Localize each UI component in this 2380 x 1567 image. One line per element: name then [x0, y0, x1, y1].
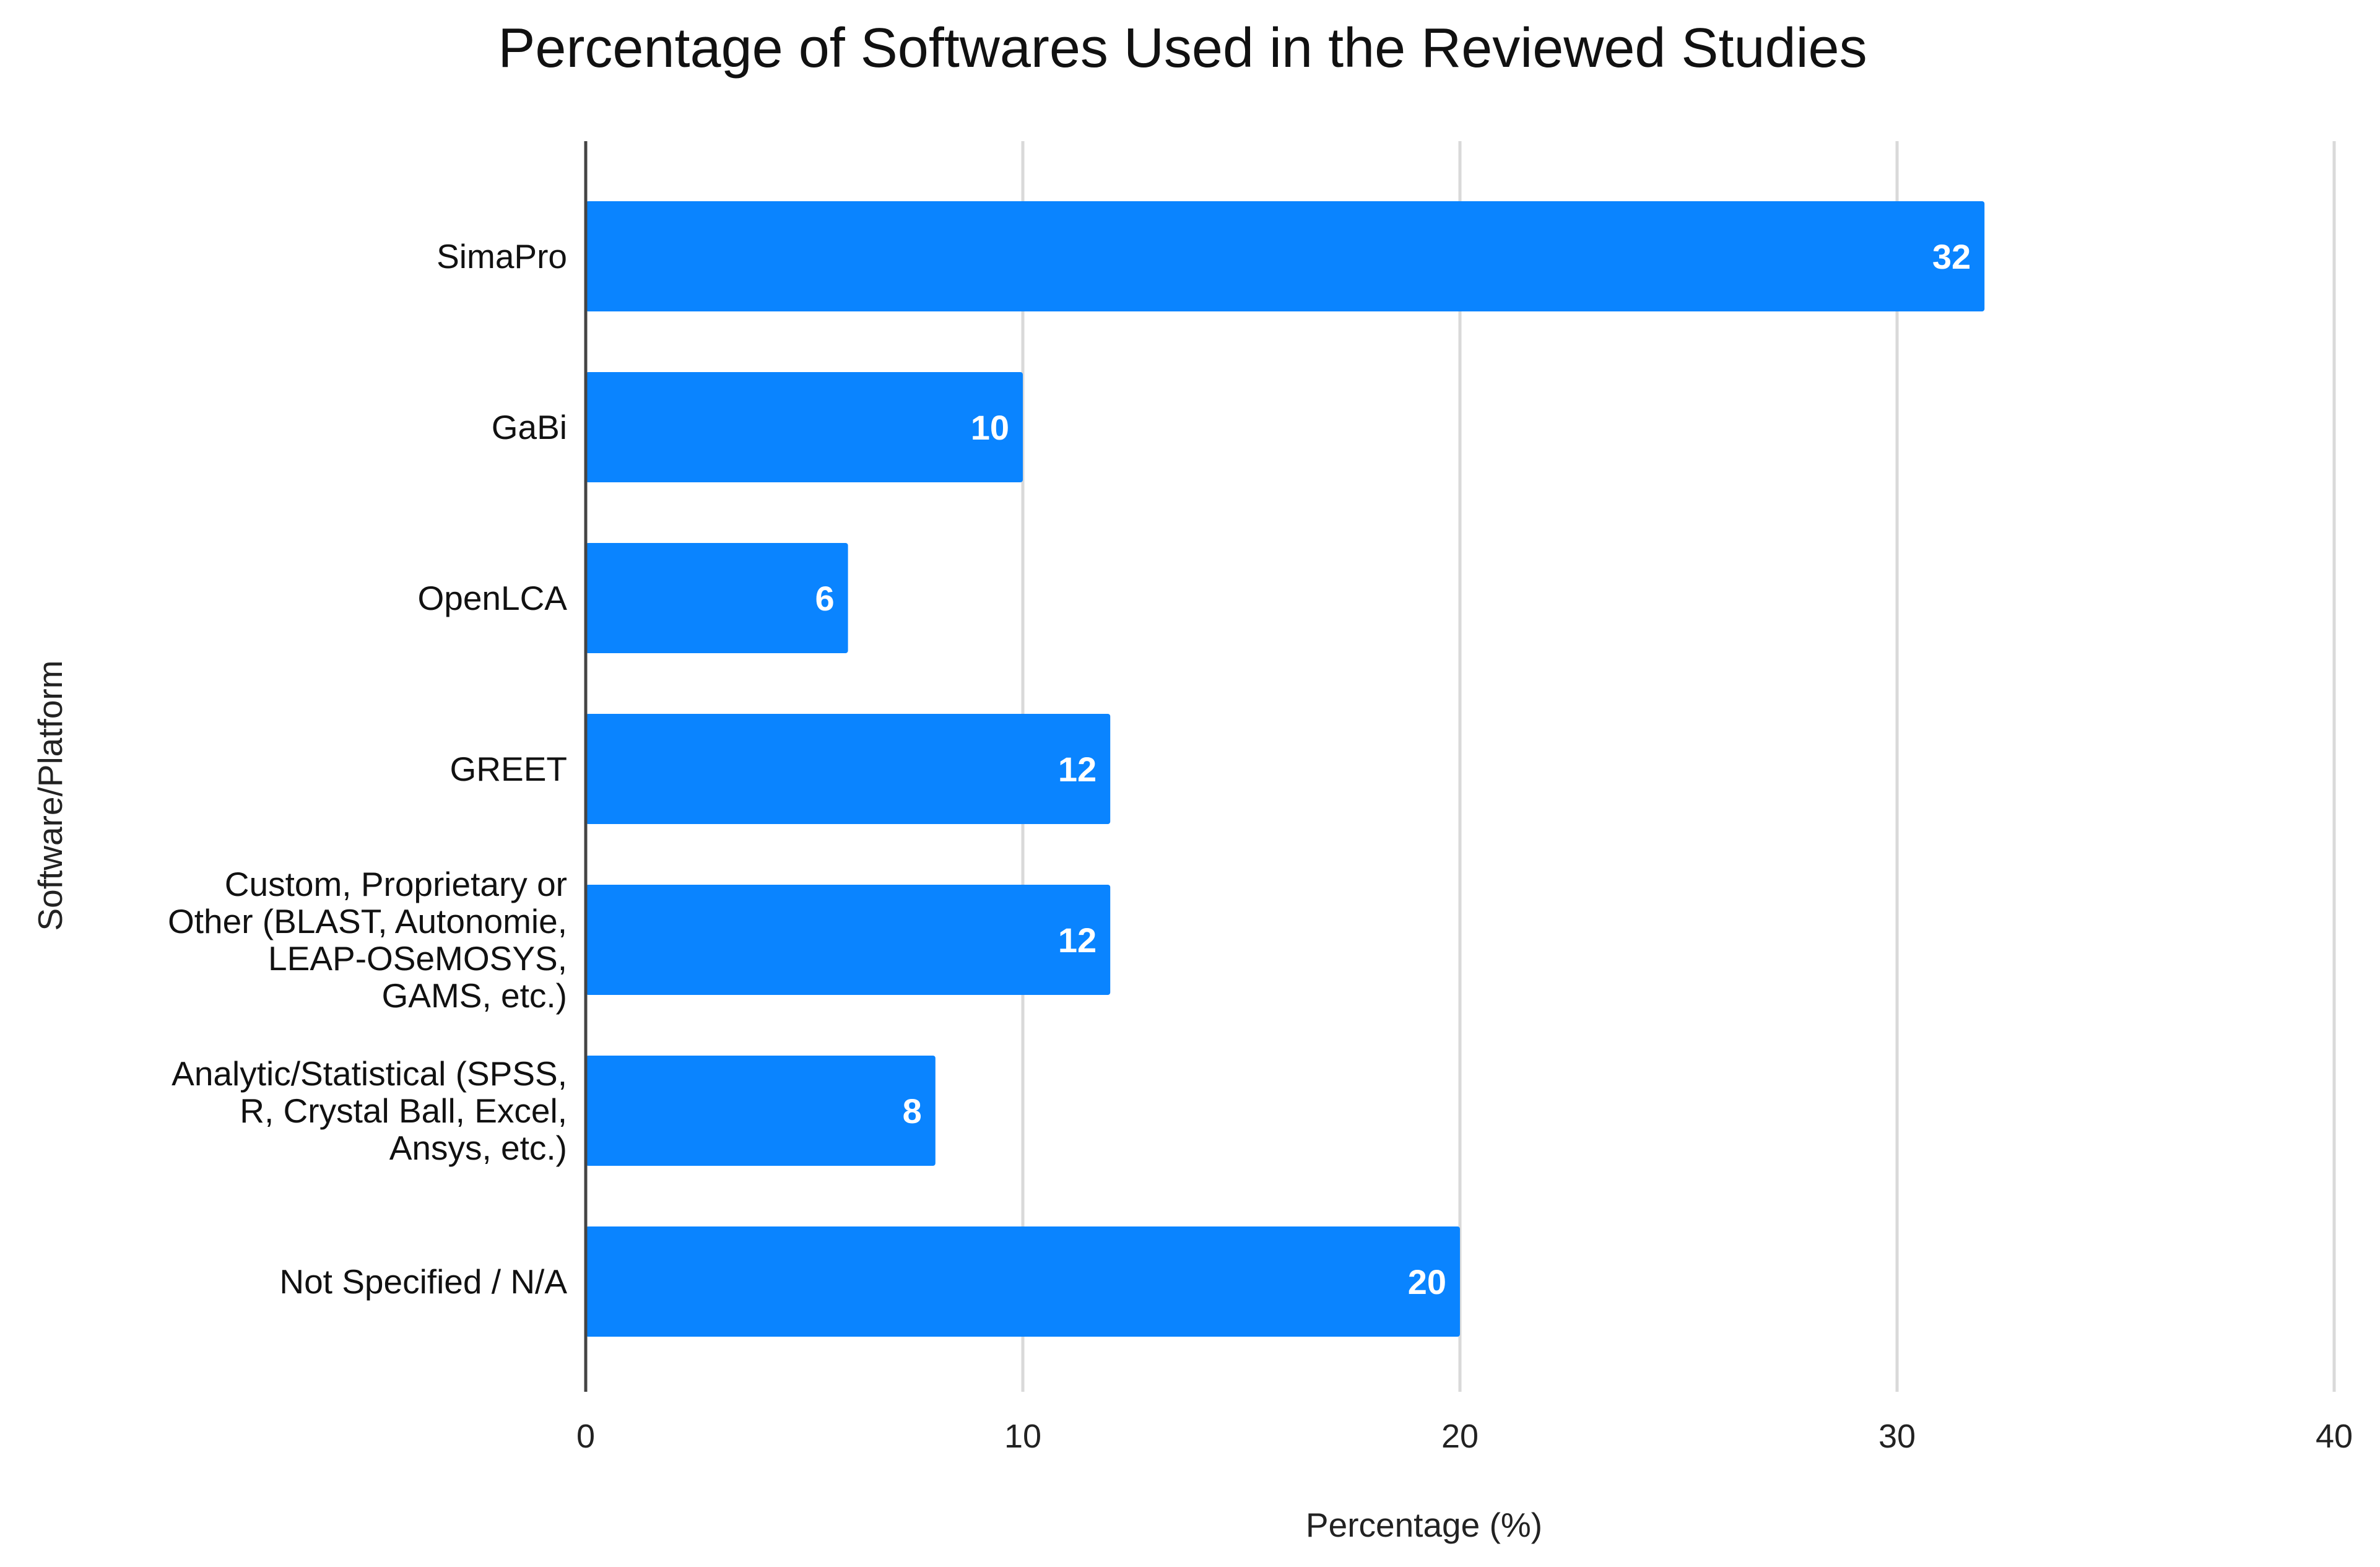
bar-4	[586, 885, 1111, 995]
gridlines	[1021, 141, 2336, 1392]
data-label-2: 6	[815, 579, 834, 618]
category-label-line: OpenLCA	[417, 579, 567, 617]
category-label-1: GaBi	[492, 408, 567, 446]
x-tick-label-30: 30	[1878, 1418, 1916, 1455]
y-axis-title: Software/Platform	[31, 660, 69, 931]
data-label-4: 12	[1058, 921, 1097, 960]
category-labels: SimaPro GaBi OpenLCA GREET Custom, Proprieta…	[168, 237, 567, 1301]
category-label-line: GaBi	[492, 408, 567, 446]
category-label-line: LEAP-OSeMOSYS,	[268, 939, 567, 978]
bars: 32 10 6 12 12 8 20	[586, 201, 1985, 1337]
x-tick-label-10: 10	[1004, 1418, 1041, 1455]
data-label-1: 10	[971, 408, 1009, 447]
category-label-line: GAMS, etc.)	[382, 976, 568, 1015]
category-label-line: Not Specified / N/A	[279, 1262, 567, 1301]
data-label-0: 32	[1932, 237, 1971, 276]
x-tick-labels: 0 10 20 30 40	[576, 1418, 2353, 1455]
bar-6	[586, 1226, 1460, 1337]
bar-1	[586, 372, 1023, 482]
category-label-2: OpenLCA	[417, 579, 567, 617]
category-label-line: GREET	[450, 750, 567, 788]
x-tick-label-40: 40	[2316, 1418, 2353, 1455]
category-label-0: SimaPro	[436, 237, 567, 276]
x-tick-label-0: 0	[576, 1418, 595, 1455]
bar-2	[586, 543, 848, 653]
x-tick-label-20: 20	[1441, 1418, 1479, 1455]
category-label-5: Analytic/Statistical (SPSS, R, Crystal Ba…	[172, 1054, 567, 1167]
category-label-line: Ansys, etc.)	[389, 1129, 567, 1167]
category-label-line: SimaPro	[436, 237, 567, 276]
category-label-3: GREET	[450, 750, 567, 788]
bar-3	[586, 714, 1111, 824]
bar-0	[586, 201, 1985, 311]
category-label-6: Not Specified / N/A	[279, 1262, 567, 1301]
bar-5	[586, 1056, 936, 1166]
x-axis-title: Percentage (%)	[1306, 1506, 1542, 1544]
category-label-line: R, Crystal Ball, Excel,	[240, 1092, 567, 1130]
category-label-line: Custom, Proprietary or	[225, 865, 567, 903]
category-label-line: Analytic/Statistical (SPSS,	[172, 1054, 567, 1093]
data-label-5: 8	[903, 1092, 922, 1131]
category-label-4: Custom, Proprietary or Other (BLAST, Auto…	[168, 865, 567, 1015]
data-label-6: 20	[1408, 1262, 1446, 1301]
category-label-line: Other (BLAST, Autonomie,	[168, 902, 567, 940]
chart-title: Percentage of Softwares Used in the Revi…	[498, 17, 1867, 79]
data-label-3: 12	[1058, 750, 1097, 789]
